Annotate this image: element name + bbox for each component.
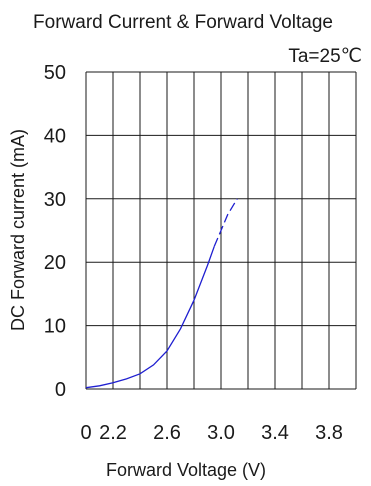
x-tick-label: 2.2 [99,422,127,444]
y-tick-label: 50 [44,62,66,84]
y-tick-label: 40 [44,125,66,147]
y-tick-label: 30 [44,189,66,211]
iv-curve-solid [85,246,215,389]
x-tick-label: 0 [80,422,91,444]
y-axis-label: DC Forward current (mA) [8,129,28,331]
series [85,198,238,389]
x-tick-label: 2.6 [153,422,181,444]
y-tick-label: 10 [44,316,66,338]
x-tick-label: 3.4 [261,422,289,444]
x-tick-label: 3.8 [315,422,343,444]
x-axis-label: Forward Voltage (V) [106,460,266,480]
temperature-condition: Ta=25℃ [288,46,362,67]
x-tick-label: 3.0 [207,422,235,444]
tick-labels: 0 10 20 30 40 50 0 2.2 2.6 3.0 3.4 3.8 [44,62,343,444]
y-tick-label: 0 [55,379,66,401]
y-tick-label: 20 [44,252,66,274]
chart-title: Forward Current & Forward Voltage [33,12,333,33]
iv-curve-dashed [213,198,238,247]
